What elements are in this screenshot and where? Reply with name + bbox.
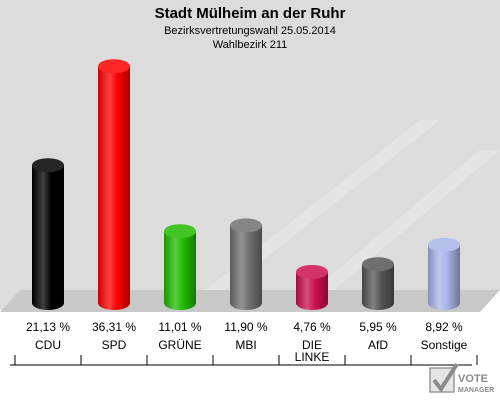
value-label: 4,76 %	[293, 320, 331, 334]
bar-sonstige	[428, 237, 460, 310]
value-label: 11,90 %	[224, 320, 267, 334]
category-label: Sonstige	[421, 338, 468, 352]
chart-subtitle: Bezirksvertretungswahl 25.05.2014	[164, 25, 336, 37]
vote-manager-logo: VOTE MANAGER	[429, 362, 494, 394]
category-label: SPD	[102, 338, 127, 352]
value-label: 21,13 %	[26, 320, 70, 334]
value-label: 8,92 %	[425, 320, 463, 334]
bar-die-linke	[296, 264, 328, 310]
category-label: CDU	[35, 338, 61, 352]
chart-district: Wahlbezirk 211	[213, 39, 288, 51]
watermark-manager: MANAGER	[458, 387, 494, 394]
bar-gr-ne	[164, 224, 196, 310]
value-label: 5,95 %	[359, 320, 397, 334]
bar-afd	[362, 257, 394, 310]
chart-title: Stadt Mülheim an der Ruhr	[155, 5, 346, 22]
watermark-vote: VOTE	[458, 373, 488, 385]
category-label: DIE	[302, 338, 322, 352]
label-area	[0, 312, 500, 400]
bars-group	[32, 59, 460, 311]
category-label: LINKE	[295, 350, 330, 364]
category-label: MBI	[235, 338, 256, 352]
value-labels-group: 21,13 % 36,31 % 11,01 % 11,90 % 4,76 % 5,95 %…	[26, 320, 463, 334]
bar-spd	[98, 59, 130, 311]
bar-cdu	[32, 158, 64, 310]
category-label: AfD	[368, 338, 388, 352]
checkmark-icon	[429, 362, 459, 393]
bar-mbi	[230, 218, 262, 310]
value-label: 36,31 %	[92, 320, 136, 334]
category-label: GRÜNE	[158, 338, 201, 352]
value-label: 11,01 %	[158, 320, 201, 334]
